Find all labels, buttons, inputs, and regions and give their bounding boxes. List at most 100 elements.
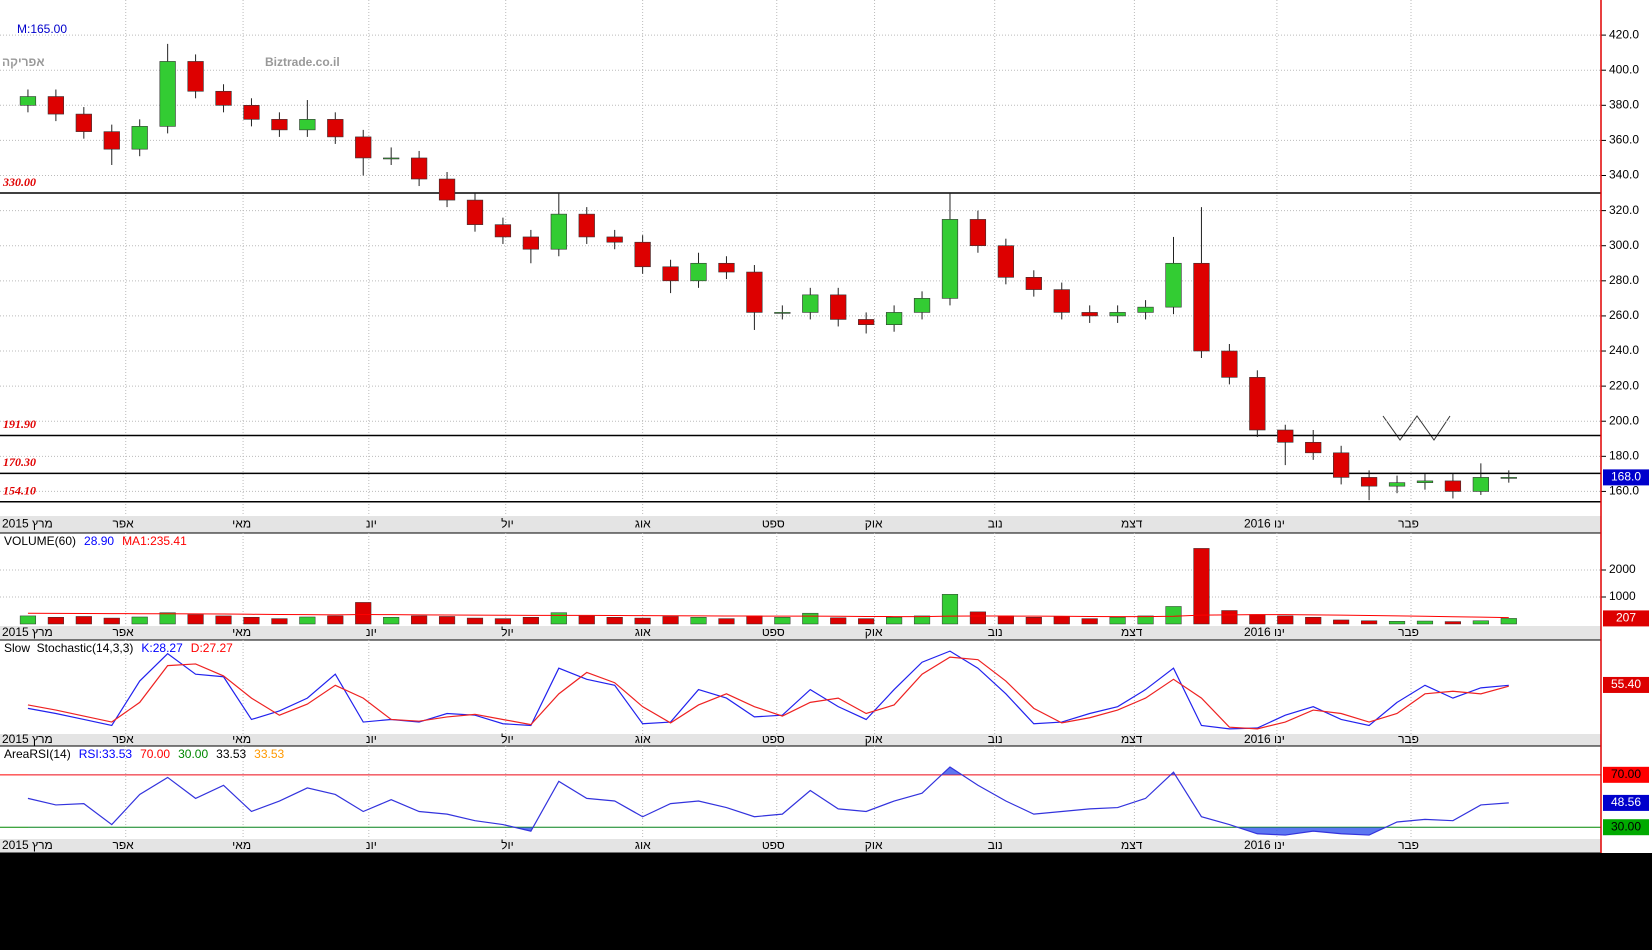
- candle-body: [1416, 480, 1434, 483]
- candle-body: [662, 266, 679, 282]
- x-tick-label: יול: [501, 517, 514, 531]
- candle-body: [1277, 429, 1294, 443]
- panel: 160.0 180.0 200.0 220.0 240.0 260.0 280.0 300.0…: [0, 0, 1649, 534]
- candle-body: [215, 90, 232, 106]
- volume-bar: [1472, 620, 1489, 625]
- candle-body: [1388, 482, 1406, 487]
- candle-body: [858, 319, 875, 325]
- candle-body: [410, 157, 428, 180]
- header-label: M:165.00: [17, 22, 67, 36]
- candle-body: [1249, 377, 1266, 431]
- x-tick-label: נוב: [988, 838, 1003, 852]
- volume-bar: [327, 615, 344, 625]
- volume-bar: [1053, 616, 1070, 625]
- x-tick-label: אוג: [635, 838, 651, 852]
- y-tick-label: 280.0: [1609, 273, 1639, 287]
- x-tick-label: דצמ: [1121, 517, 1143, 531]
- volume-bar: [75, 616, 92, 625]
- y-tick-label: 200.0: [1609, 413, 1639, 427]
- candle-body: [941, 219, 959, 299]
- date-row: [0, 839, 1601, 853]
- x-tick-label: יול: [501, 625, 514, 639]
- last-badge: [1603, 610, 1649, 627]
- volume-bar: [1416, 620, 1434, 625]
- legend-item: RSI:33.53: [79, 747, 133, 761]
- last-badge-label: 48.56: [1611, 795, 1641, 809]
- y-tick-label: 320.0: [1609, 203, 1639, 217]
- volume-bar: [886, 616, 903, 625]
- last-badge: [1603, 794, 1649, 811]
- watermark: Biztrade.co.il: [265, 55, 340, 69]
- volume-bar: [690, 616, 707, 625]
- last-badge-label: 168.0: [1611, 470, 1641, 484]
- x-tick-label: 2015 מרץ: [2, 517, 53, 531]
- x-tick-label: אוג: [635, 625, 651, 639]
- y-tick-label: 360.0: [1609, 133, 1639, 147]
- panel: 70.00 30.00 AreaRSI(14) RSI:33.53 70.00 30.00…: [0, 746, 1649, 854]
- x-tick-label: ספט: [762, 838, 785, 852]
- volume-bar: [1500, 618, 1517, 625]
- legend-item: 28.90: [84, 534, 114, 548]
- x-tick-label: מאי: [232, 625, 251, 639]
- volume-bar: [1109, 616, 1126, 625]
- x-tick-label: אוק: [865, 838, 883, 852]
- x-tick-label: מאי: [232, 517, 251, 531]
- level-label: 330.00: [2, 175, 36, 189]
- x-tick-label: 2016 ינו: [1244, 838, 1285, 852]
- x-tick-label: דצמ: [1121, 625, 1143, 639]
- x-tick-label: אוג: [635, 517, 651, 531]
- volume-bar: [355, 602, 372, 625]
- candle-body: [1193, 262, 1210, 352]
- candle-body: [1025, 277, 1042, 290]
- volume-bar: [1193, 548, 1210, 625]
- x-tick-label: 2016 ינו: [1244, 732, 1285, 746]
- candle-body: [1221, 350, 1238, 378]
- volume-bar: [1361, 620, 1378, 625]
- x-tick-label: יונ: [366, 732, 377, 746]
- candle-body: [690, 262, 707, 282]
- legend-item: K:28.27: [141, 641, 183, 655]
- candle-body: [438, 178, 456, 201]
- x-tick-label: נוב: [988, 625, 1003, 639]
- x-tick-label: יול: [501, 732, 514, 746]
- candle-body: [1333, 452, 1350, 478]
- candle-body: [1360, 477, 1378, 487]
- ma-line: [27, 612, 1509, 619]
- candle-body: [522, 236, 539, 250]
- x-tick-label: 2015 מרץ: [2, 625, 53, 639]
- candle-body: [47, 96, 65, 115]
- volume-bar: [215, 615, 232, 625]
- volume-bar: [522, 616, 539, 625]
- candle-body: [718, 262, 735, 273]
- level-badge-label: 70.00: [1611, 767, 1641, 781]
- candle-body: [1053, 289, 1070, 313]
- x-tick-label: אפר: [112, 838, 134, 852]
- x-tick-label: יול: [501, 838, 514, 852]
- x-tick-label: ספט: [762, 625, 785, 639]
- panel-title: Slow Stochastic(14,3,3): [4, 641, 133, 655]
- volume-bar: [774, 616, 791, 625]
- rsi-area: [514, 827, 1386, 836]
- x-tick-label: אוק: [865, 517, 883, 531]
- volume-bar: [550, 612, 567, 625]
- candle-body: [1109, 312, 1126, 317]
- last-badge-label: 207: [1616, 611, 1636, 625]
- x-tick-label: נוב: [988, 517, 1003, 531]
- legend-item: 70.00: [140, 747, 170, 761]
- volume-bar: [1137, 615, 1154, 625]
- candle-body: [969, 219, 987, 247]
- legend-item: 33.53: [254, 747, 284, 761]
- y-tick-label: 180.0: [1609, 448, 1639, 462]
- candle-body: [606, 236, 623, 243]
- x-tick-label: מאי: [232, 838, 251, 852]
- y-tick-label: 1000: [1609, 589, 1636, 603]
- panel: 1000 2000 VOLUME(60) 28.90 MA1:235.41 207 2015…: [0, 533, 1649, 641]
- x-tick-label: אוק: [865, 625, 883, 639]
- x-tick-label: יונ: [366, 517, 377, 531]
- zigzag-annotation: [1382, 415, 1451, 441]
- y-tick-label: 160.0: [1609, 484, 1639, 498]
- level-label: 191.90: [3, 417, 36, 431]
- volume-bar: [1249, 614, 1266, 625]
- volume-bar: [606, 616, 623, 625]
- legend-item: 33.53: [216, 747, 246, 761]
